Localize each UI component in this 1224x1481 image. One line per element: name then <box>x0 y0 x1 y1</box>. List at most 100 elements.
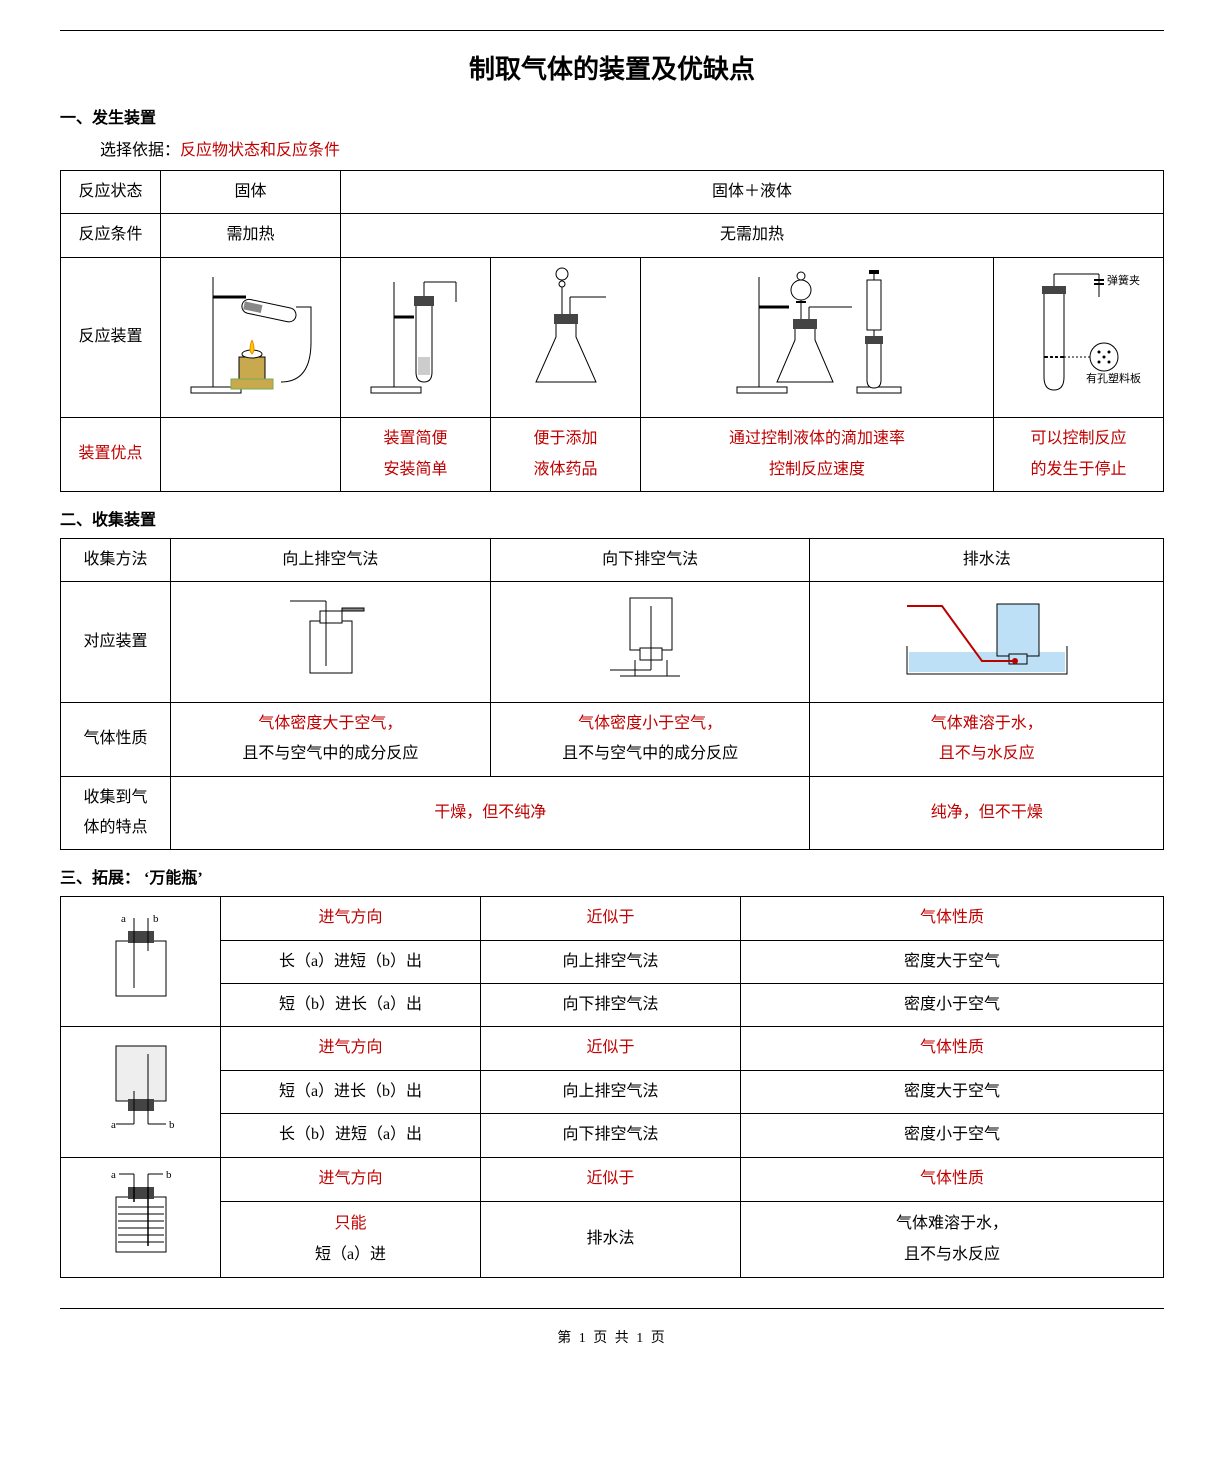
cell-adv2: 装置简便 安装简单 <box>341 418 491 492</box>
diagram-simple-tube <box>341 257 491 417</box>
b1r2-prop: 密度小于空气 <box>741 984 1164 1027</box>
cell-adv1 <box>161 418 341 492</box>
h-approx3: 近似于 <box>481 1157 741 1202</box>
adv3-l2: 液体药品 <box>533 461 597 478</box>
cell-adv5: 可以控制反应 的发生于停止 <box>994 418 1164 492</box>
b1r1-prop: 密度大于空气 <box>741 940 1164 983</box>
diagram-downward <box>490 582 810 702</box>
prop-up-l1: 气体密度大于空气， <box>258 715 402 732</box>
b2r1-prop: 密度大于空气 <box>741 1070 1164 1113</box>
cell-state-label: 反应状态 <box>61 171 161 214</box>
document-page: 制取气体的装置及优缺点 一、发生装置 选择依据：反应物状态和反应条件 反应状态 … <box>60 30 1164 1309</box>
b3-prop-l2: 且不与水反应 <box>904 1246 1000 1263</box>
h-dir1: 进气方向 <box>221 897 481 940</box>
svg-text:a: a <box>111 1169 116 1181</box>
diagram-bottle2: a b <box>61 1027 221 1157</box>
cell-adv-label: 装置优点 <box>61 418 161 492</box>
b1r1-dir: 长（a）进短（b）出 <box>221 940 481 983</box>
svg-text:b: b <box>169 1119 175 1131</box>
adv3-l1: 便于添加 <box>533 430 597 447</box>
prop-up-l2: 且不与空气中的成分反应 <box>242 745 418 762</box>
svg-text:b: b <box>166 1169 172 1181</box>
cell-feature-pure: 纯净，但不干燥 <box>810 776 1164 850</box>
b3r1-dir: 只能 短（a）进 <box>221 1202 481 1278</box>
cell-method-label: 收集方法 <box>61 538 171 581</box>
adv2-l1: 装置简便 <box>383 430 447 447</box>
cell-adv4: 通过控制液体的滴加速率 控制反应速度 <box>641 418 994 492</box>
cell-prop-label: 气体性质 <box>61 702 171 776</box>
h-dir2: 进气方向 <box>221 1027 481 1070</box>
cell-feature-label: 收集到气 体的特点 <box>61 776 171 850</box>
h-approx1: 近似于 <box>481 897 741 940</box>
cell-state-mix: 固体＋液体 <box>341 171 1164 214</box>
cell-method-water: 排水法 <box>810 538 1164 581</box>
diagram-thistle-flask <box>491 257 641 417</box>
section3-heading: 三、拓展： ‘万能瓶’ <box>60 864 1164 888</box>
page-title: 制取气体的装置及优缺点 <box>60 49 1164 86</box>
diagram-dropper-flask <box>641 257 994 417</box>
table-collection: 收集方法 向上排空气法 向下排空气法 排水法 对应装置 <box>60 538 1164 850</box>
cell-adv3: 便于添加 液体药品 <box>491 418 641 492</box>
b1r1-approx: 向上排空气法 <box>481 940 741 983</box>
svg-text:b: b <box>153 913 159 925</box>
b2r2-prop: 密度小于空气 <box>741 1114 1164 1157</box>
b3r1-approx: 排水法 <box>481 1202 741 1278</box>
annot-plate: 有孔塑料板 <box>1086 371 1141 385</box>
svg-text:a: a <box>111 1119 116 1131</box>
b3-dir-text: 短（a）进 <box>315 1246 386 1263</box>
prop-water-l1: 气体难溶于水， <box>931 715 1043 732</box>
adv4-l2: 控制反应速度 <box>769 461 865 478</box>
cell-method-down: 向下排空气法 <box>490 538 810 581</box>
b3-only: 只能 <box>334 1215 366 1232</box>
table-universal-bottle: a b 进气方向 近似于 气体性质 长（a）进短（b）出 向上排空气法 密度大于… <box>60 896 1164 1278</box>
diagram-controlled-tube: 弹簧夹 有孔塑料板 <box>994 257 1164 417</box>
diagram-water-displacement <box>810 582 1164 702</box>
b2r1-approx: 向上排空气法 <box>481 1070 741 1113</box>
criteria-value: 反应物状态和反应条件 <box>180 142 340 159</box>
table-generation: 反应状态 固体 固体＋液体 反应条件 需加热 无需加热 反应装置 <box>60 170 1164 492</box>
adv5-l1: 可以控制反应 <box>1030 430 1126 447</box>
b2r1-dir: 短（a）进长（b）出 <box>221 1070 481 1113</box>
cell-prop-up: 气体密度大于空气， 且不与空气中的成分反应 <box>171 702 491 776</box>
b3-prop-l1: 气体难溶于水， <box>896 1215 1008 1232</box>
cell-device-label: 反应装置 <box>61 257 161 417</box>
b2r2-dir: 长（b）进短（a）出 <box>221 1114 481 1157</box>
b1r2-approx: 向下排空气法 <box>481 984 741 1027</box>
cell-method-up: 向上排空气法 <box>171 538 491 581</box>
h-prop2: 气体性质 <box>741 1027 1164 1070</box>
cell-state-solid: 固体 <box>161 171 341 214</box>
cell-feature-dry: 干燥，但不纯净 <box>171 776 810 850</box>
cell-cond-noheat: 无需加热 <box>341 214 1164 257</box>
page-footer: 第 1 页 共 1 页 <box>60 1327 1164 1347</box>
prop-down-l1: 气体密度小于空气， <box>578 715 722 732</box>
cell-device2-label: 对应装置 <box>61 582 171 702</box>
feature-label-l1: 收集到气 <box>83 789 147 806</box>
h-prop3: 气体性质 <box>741 1157 1164 1202</box>
b1r2-dir: 短（b）进长（a）出 <box>221 984 481 1027</box>
prop-water-l2: 且不与水反应 <box>939 745 1035 762</box>
diagram-upward <box>171 582 491 702</box>
section1-heading: 一、发生装置 <box>60 104 1164 128</box>
h-dir3: 进气方向 <box>221 1157 481 1202</box>
diagram-bottle1: a b <box>61 897 221 1027</box>
diagram-heating-solid <box>161 257 341 417</box>
feature-label-l2: 体的特点 <box>83 819 147 836</box>
cell-cond-label: 反应条件 <box>61 214 161 257</box>
adv2-l2: 安装简单 <box>383 461 447 478</box>
prop-down-l2: 且不与空气中的成分反应 <box>562 745 738 762</box>
cell-cond-heat: 需加热 <box>161 214 341 257</box>
annot-clip: 弹簧夹 <box>1107 273 1140 287</box>
section1-criteria: 选择依据：反应物状态和反应条件 <box>100 136 1164 160</box>
adv4-l1: 通过控制液体的滴加速率 <box>729 430 905 447</box>
cell-prop-water: 气体难溶于水， 且不与水反应 <box>810 702 1164 776</box>
section2-heading: 二、收集装置 <box>60 506 1164 530</box>
diagram-bottle3: a b <box>61 1157 221 1277</box>
criteria-label: 选择依据： <box>100 142 180 159</box>
h-approx2: 近似于 <box>481 1027 741 1070</box>
b3r1-prop: 气体难溶于水， 且不与水反应 <box>741 1202 1164 1278</box>
h-prop1: 气体性质 <box>741 897 1164 940</box>
adv5-l2: 的发生于停止 <box>1030 461 1126 478</box>
b2r2-approx: 向下排空气法 <box>481 1114 741 1157</box>
svg-text:a: a <box>121 913 126 925</box>
cell-prop-down: 气体密度小于空气， 且不与空气中的成分反应 <box>490 702 810 776</box>
